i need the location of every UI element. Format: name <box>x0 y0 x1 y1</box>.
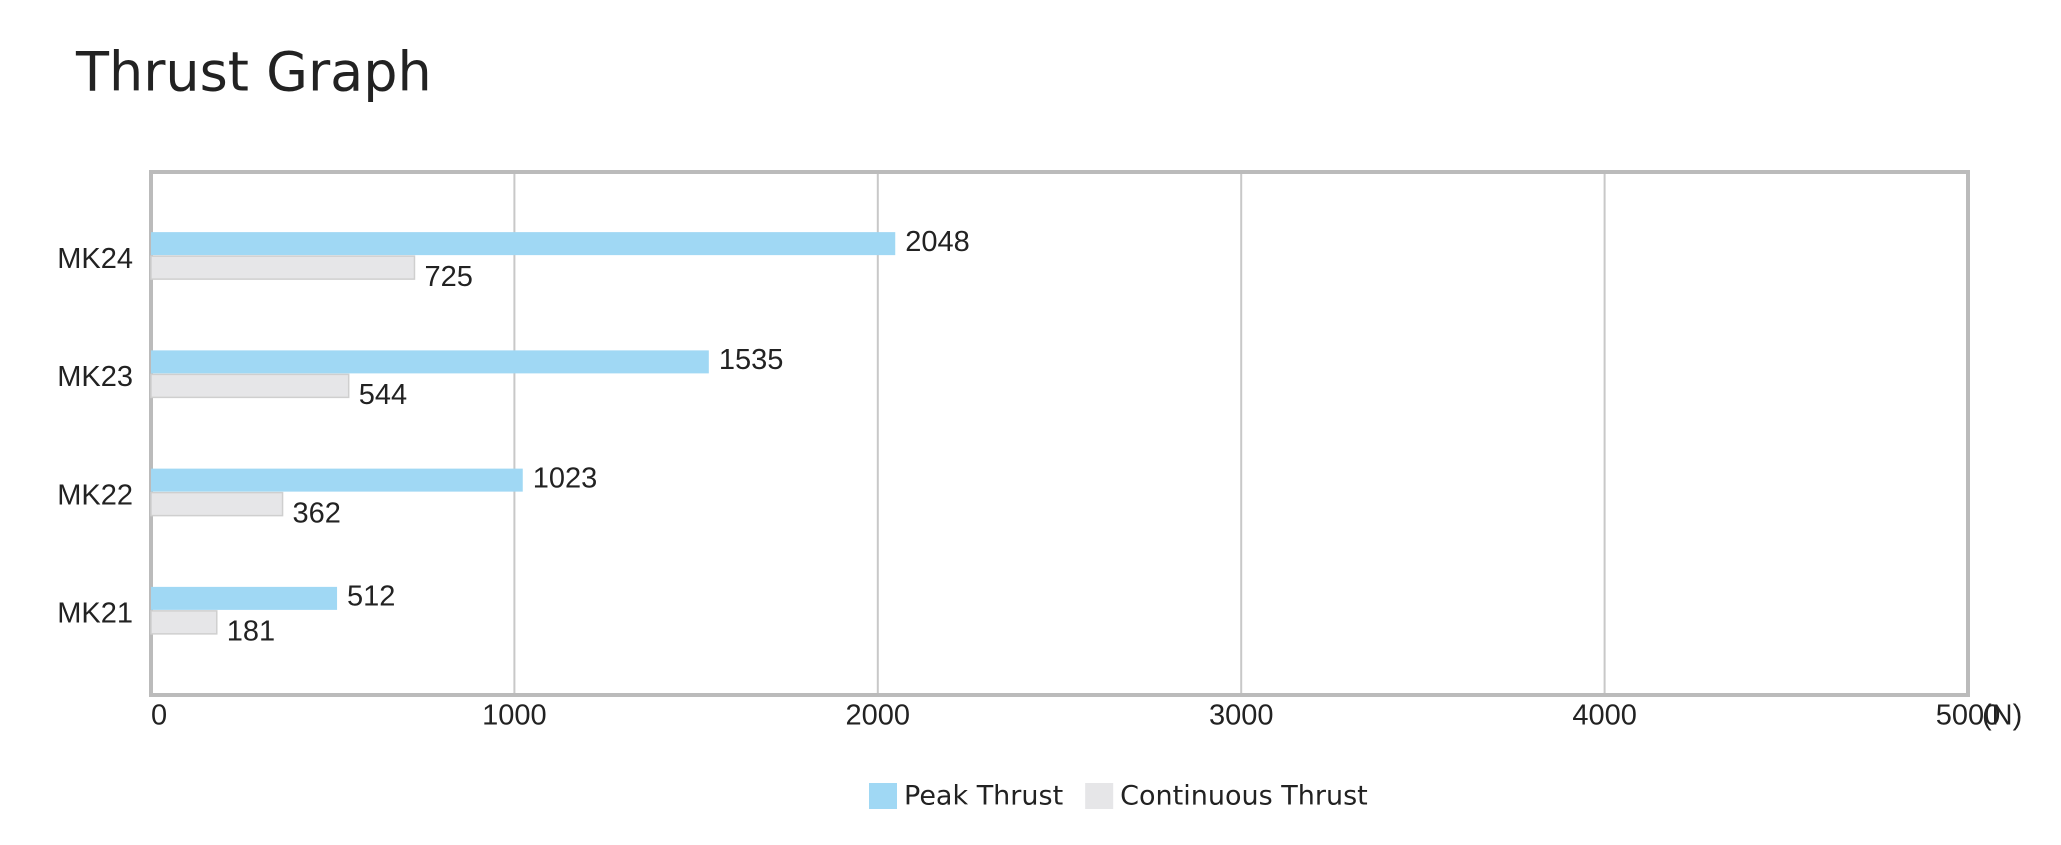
x-axis-label: (N) <box>1982 700 2022 732</box>
y-tick-label: MK21 <box>57 598 133 630</box>
legend-swatch <box>1085 783 1114 809</box>
data-label: 512 <box>347 581 395 613</box>
bar <box>151 586 338 610</box>
x-tick-label: 5000 <box>1936 700 2001 732</box>
data-label: 725 <box>424 261 472 293</box>
bar <box>151 350 709 374</box>
y-tick-label: MK23 <box>57 361 133 393</box>
x-tick-label: 2000 <box>846 700 911 732</box>
bar <box>151 232 896 256</box>
data-label: 181 <box>227 616 275 648</box>
bar <box>150 491 284 517</box>
data-label: 1023 <box>533 462 598 494</box>
data-label: 544 <box>359 379 407 411</box>
bar <box>151 468 523 492</box>
data-label: 1535 <box>719 344 784 376</box>
bar <box>150 373 350 399</box>
x-tick-label: 3000 <box>1209 700 1274 732</box>
bar <box>150 255 416 280</box>
y-tick-label: MK22 <box>57 479 133 511</box>
legend-label: Continuous Thrust <box>1120 781 1368 812</box>
bar <box>150 610 218 635</box>
legend-swatch <box>869 783 897 809</box>
data-label: 362 <box>293 497 341 529</box>
x-tick-label: 4000 <box>1572 700 1637 732</box>
y-tick-label: MK24 <box>57 243 133 275</box>
x-tick-label: 1000 <box>482 700 547 732</box>
plot-frame <box>149 170 1970 697</box>
x-tick-label: 0 <box>151 700 167 732</box>
chart-title: Thrust Graph <box>75 41 432 104</box>
data-label: 2048 <box>905 226 970 258</box>
legend-label: Peak Thrust <box>904 781 1063 812</box>
